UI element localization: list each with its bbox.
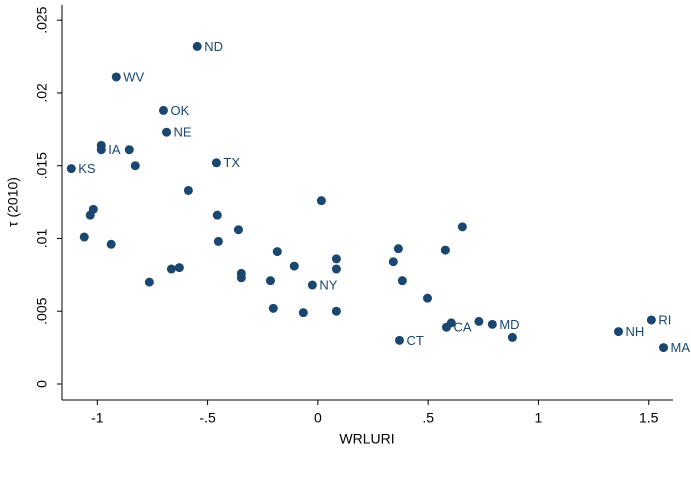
point [212, 210, 222, 220]
point [307, 280, 317, 290]
point-label: RI [658, 312, 671, 327]
point-label: WV [123, 69, 144, 84]
x-tick-label: -1 [91, 410, 104, 426]
x-tick-label: 0 [314, 410, 322, 426]
y-tick-label: 0 [34, 380, 50, 388]
point [331, 306, 341, 316]
point-label: NH [626, 324, 645, 339]
point [394, 335, 404, 345]
point [646, 315, 656, 325]
point [440, 245, 450, 255]
point [422, 293, 432, 303]
point [507, 332, 517, 342]
y-tick-label: .005 [34, 297, 50, 324]
y-axis-label: τ (2010) [5, 177, 21, 227]
point [331, 254, 341, 264]
x-tick-label: 1.5 [639, 410, 659, 426]
x-tick-label: .5 [422, 410, 434, 426]
point [213, 236, 223, 246]
point-label: CT [406, 333, 423, 348]
y-tick-label: .025 [34, 6, 50, 33]
point [162, 127, 172, 137]
point [441, 322, 451, 332]
point-label: TX [223, 155, 240, 170]
point [211, 158, 221, 168]
y-tick-label: .015 [34, 152, 50, 179]
point [66, 164, 76, 174]
point-label: CA [453, 320, 471, 335]
point [265, 276, 275, 286]
point [111, 72, 121, 82]
point-label: NE [174, 125, 192, 140]
point-label: OK [170, 103, 189, 118]
point [393, 244, 403, 254]
point [166, 264, 176, 274]
point [614, 327, 624, 337]
y-tick-label: .01 [34, 229, 50, 249]
point [316, 196, 326, 206]
x-tick-label: -.5 [199, 410, 216, 426]
x-axis-label: WRLURI [339, 431, 394, 447]
x-tick-label: 1 [535, 410, 543, 426]
point [457, 222, 467, 232]
point [174, 263, 184, 273]
point [298, 308, 308, 318]
point [487, 319, 497, 329]
point [144, 277, 154, 287]
point-label: MD [499, 317, 519, 332]
point-label: ND [204, 39, 223, 54]
point [124, 145, 134, 155]
point [85, 210, 95, 220]
point [268, 303, 278, 313]
point [474, 316, 484, 326]
point-label: IA [108, 142, 121, 157]
point [659, 343, 669, 353]
point [272, 247, 282, 257]
point [331, 264, 341, 274]
point [96, 140, 106, 150]
point [106, 239, 116, 249]
y-tick-label: .02 [34, 83, 50, 103]
point [397, 276, 407, 286]
point-label: KS [78, 161, 96, 176]
point [388, 257, 398, 267]
point [130, 161, 140, 171]
point [192, 41, 202, 51]
point [289, 261, 299, 271]
point-label: MA [671, 340, 691, 355]
point [79, 232, 89, 242]
point-label: NY [319, 277, 337, 292]
point [183, 185, 193, 195]
point [233, 225, 243, 235]
point [236, 273, 246, 283]
point [158, 105, 168, 115]
